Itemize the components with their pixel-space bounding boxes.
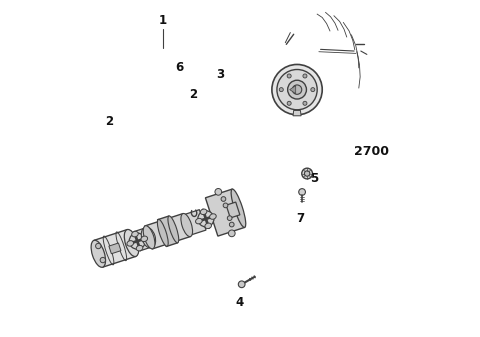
Circle shape	[198, 211, 214, 227]
Text: 2: 2	[189, 88, 197, 101]
Ellipse shape	[157, 219, 168, 246]
Circle shape	[311, 88, 315, 92]
Ellipse shape	[210, 214, 216, 219]
Polygon shape	[183, 210, 206, 235]
Circle shape	[299, 189, 305, 195]
Ellipse shape	[143, 226, 155, 249]
Text: 2: 2	[105, 115, 113, 128]
Polygon shape	[157, 216, 178, 247]
Polygon shape	[292, 11, 361, 112]
Text: 7: 7	[296, 212, 304, 225]
Ellipse shape	[132, 231, 138, 237]
Text: 5: 5	[310, 172, 318, 185]
Polygon shape	[289, 86, 296, 94]
Circle shape	[215, 188, 222, 195]
Polygon shape	[293, 111, 301, 116]
Polygon shape	[205, 189, 245, 236]
Ellipse shape	[91, 240, 106, 267]
Polygon shape	[226, 202, 240, 218]
Ellipse shape	[141, 236, 147, 242]
Circle shape	[303, 101, 307, 105]
Polygon shape	[134, 224, 163, 251]
Circle shape	[228, 230, 235, 237]
Text: 6: 6	[176, 61, 184, 74]
Circle shape	[304, 171, 310, 176]
Ellipse shape	[124, 229, 139, 256]
Circle shape	[287, 74, 291, 78]
Ellipse shape	[168, 216, 179, 243]
Text: 4: 4	[236, 296, 244, 309]
Text: 3: 3	[216, 68, 224, 81]
Text: 1: 1	[159, 14, 167, 27]
Circle shape	[223, 203, 228, 208]
Circle shape	[239, 281, 245, 288]
Ellipse shape	[231, 189, 246, 227]
Polygon shape	[144, 214, 191, 249]
Circle shape	[292, 85, 302, 94]
Polygon shape	[94, 229, 136, 267]
Circle shape	[228, 216, 232, 220]
Circle shape	[303, 74, 307, 78]
Ellipse shape	[141, 227, 156, 248]
Ellipse shape	[136, 245, 143, 251]
Circle shape	[96, 243, 101, 249]
Polygon shape	[109, 243, 121, 254]
Ellipse shape	[200, 209, 207, 215]
Circle shape	[277, 69, 317, 110]
Circle shape	[221, 197, 226, 201]
Ellipse shape	[205, 223, 212, 228]
Circle shape	[279, 88, 283, 92]
Circle shape	[287, 101, 291, 105]
Circle shape	[272, 64, 322, 115]
Ellipse shape	[127, 241, 133, 246]
Circle shape	[229, 222, 234, 227]
Bar	[82, 48, 274, 309]
Circle shape	[129, 233, 145, 249]
Ellipse shape	[195, 218, 202, 224]
Circle shape	[288, 80, 306, 99]
Ellipse shape	[181, 213, 192, 237]
Circle shape	[100, 257, 106, 263]
Text: 2700: 2700	[354, 145, 389, 158]
Circle shape	[302, 168, 312, 179]
